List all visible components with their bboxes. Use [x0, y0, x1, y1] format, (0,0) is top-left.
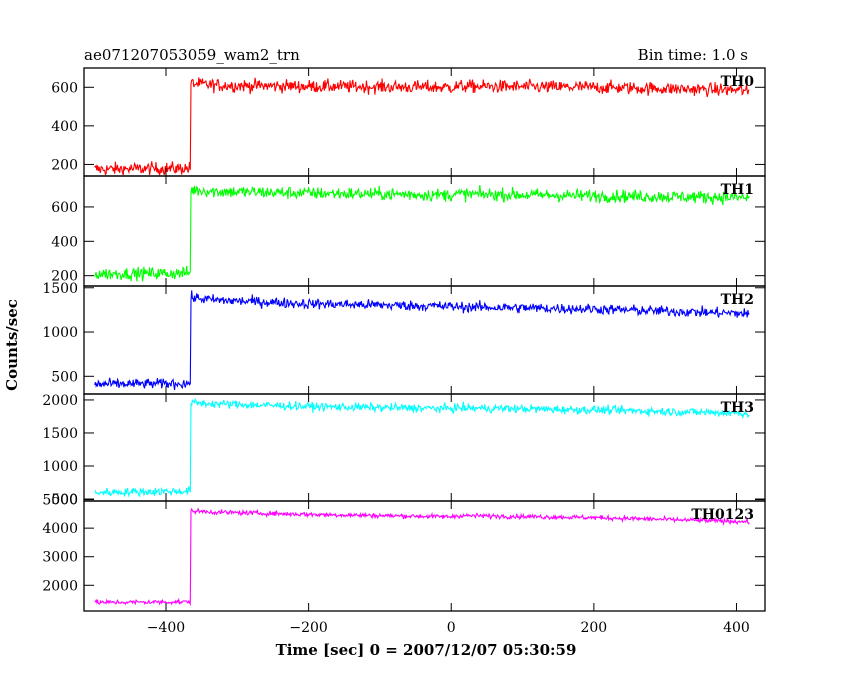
y-tick-label: 3000 [42, 550, 78, 566]
x-tick-label: 0 [447, 620, 456, 636]
y-tick-label: 400 [51, 234, 78, 250]
panel-th0123: 2000 3000 4000 5000 TH0123 [42, 493, 766, 612]
y-tick-label: 600 [51, 80, 78, 96]
y-tick-label: 600 [51, 200, 78, 216]
series-label: TH2 [721, 292, 754, 308]
y-tick-label: 400 [51, 119, 78, 135]
series-label: TH0123 [691, 507, 754, 523]
y-tick-label: 2000 [42, 578, 78, 594]
y-tick-label: 5000 [42, 493, 78, 509]
y-axis-title: Counts/sec [3, 299, 21, 391]
y-tick-label: 1500 [42, 281, 78, 297]
x-tick-label: −200 [289, 620, 327, 636]
y-tick-label: 200 [51, 269, 78, 285]
x-tick-label: 200 [580, 620, 607, 636]
y-tick-label: 4000 [42, 521, 78, 537]
y-tick-label: 2000 [42, 393, 78, 409]
panel-th1: 200 400 600 TH1 [51, 175, 766, 287]
series-line-th2 [94, 290, 750, 390]
y-tick-label: 1000 [42, 325, 78, 341]
x-axis-title: Time [sec] 0 = 2007/12/07 05:30:59 [276, 641, 577, 659]
series-label: TH1 [721, 182, 754, 198]
y-tick-label: 500 [51, 369, 78, 385]
x-tick-label: −400 [147, 620, 185, 636]
panel-frame [83, 285, 766, 395]
y-tick-label: 200 [51, 157, 78, 173]
series-label: TH3 [721, 400, 754, 416]
x-axis: −400 −200 0 200 400 [147, 620, 750, 636]
series-line-th3 [94, 397, 750, 498]
panel-th3: 500 1000 1500 2000 TH3 [42, 393, 766, 508]
y-tick-label: 1000 [42, 459, 78, 475]
series-line-th0 [94, 77, 750, 176]
x-tick-label: 400 [723, 620, 750, 636]
series-line-th1 [94, 185, 750, 282]
panel-th0: 200 400 600 TH0 [51, 67, 766, 177]
series-label: TH0 [721, 74, 755, 90]
series-line-th0123 [94, 507, 750, 607]
panel-th2: 500 1000 1500 TH2 [42, 281, 766, 395]
y-tick-label: 500 [51, 492, 78, 508]
bin-time-label: Bin time: 1.0 s [638, 46, 748, 64]
y-tick-label: 1500 [42, 426, 78, 442]
chart-title: ae071207053059_wam2_trn [84, 46, 300, 64]
panel-frame [83, 500, 766, 612]
